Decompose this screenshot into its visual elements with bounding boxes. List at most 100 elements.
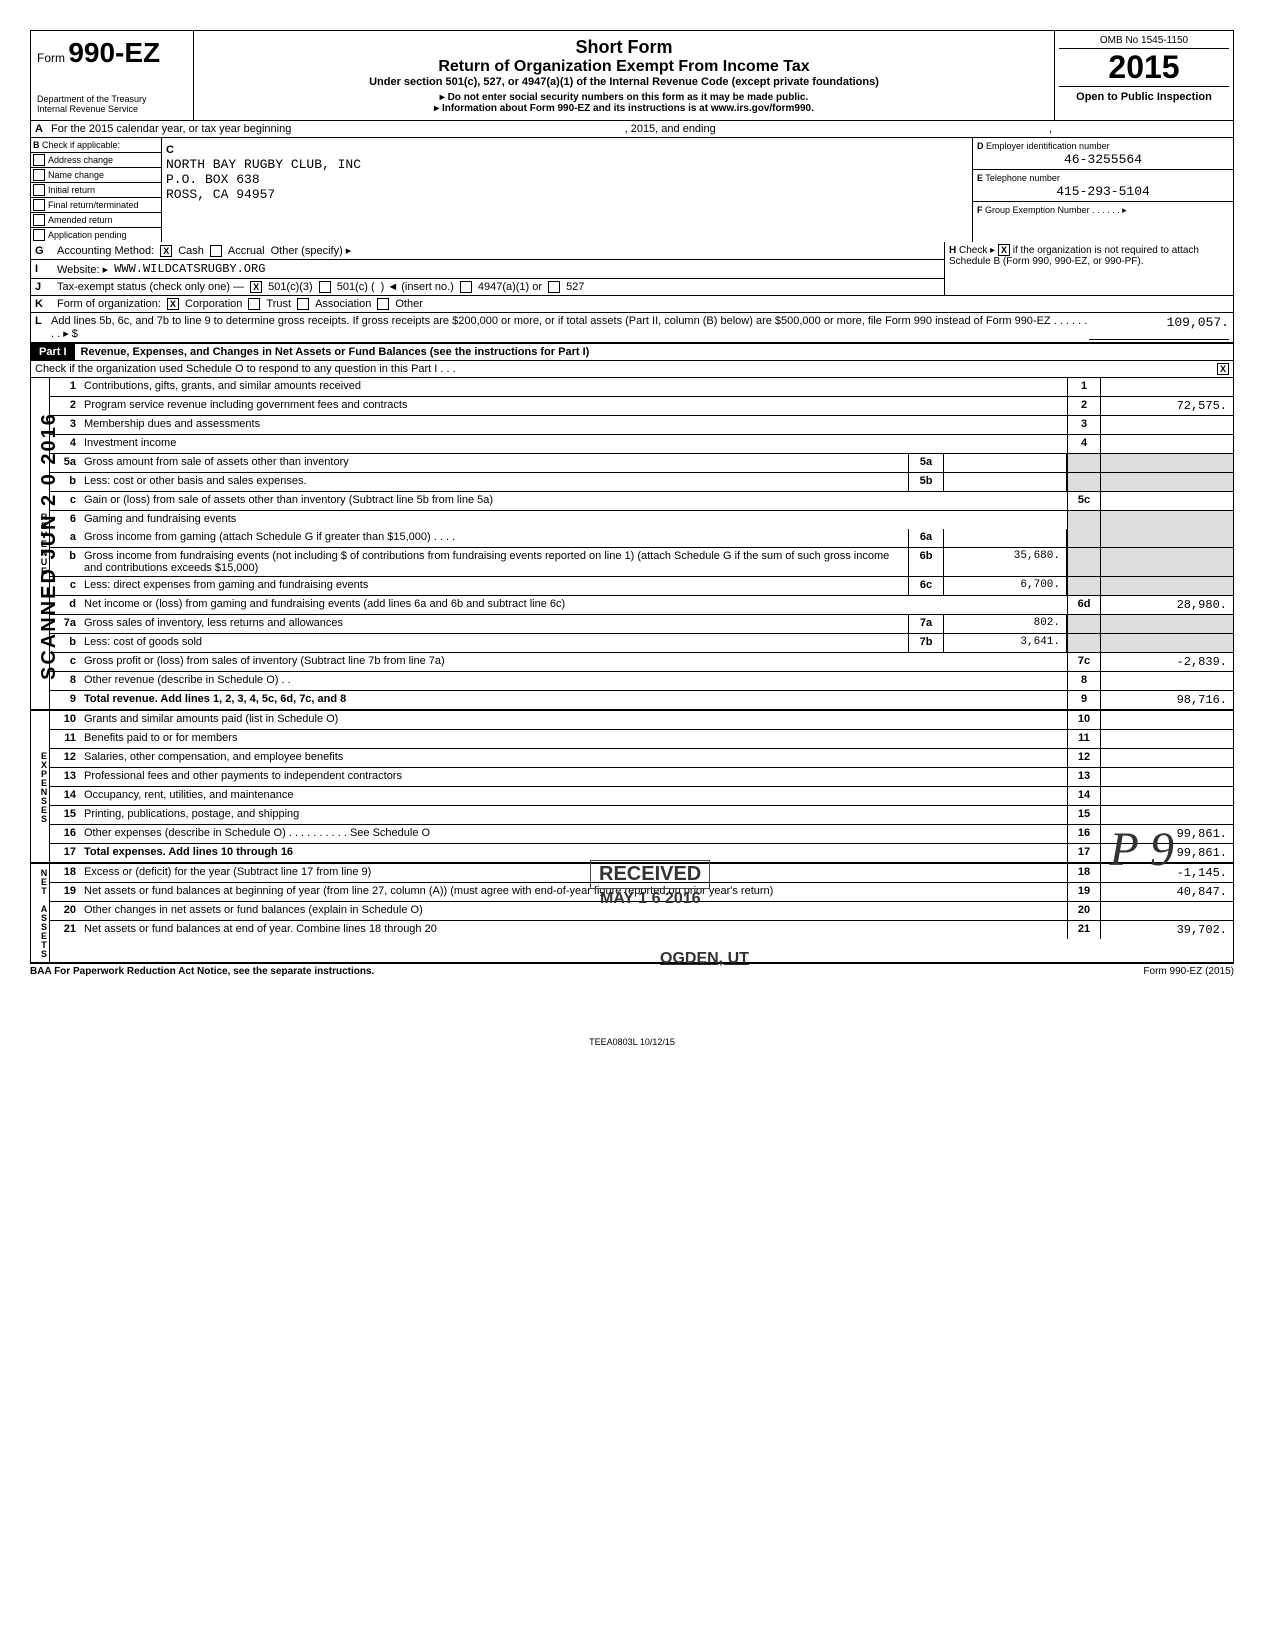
line-desc: Printing, publications, postage, and shi… bbox=[80, 806, 1067, 824]
netassets-side-label: NET ASSETS bbox=[31, 864, 50, 962]
signature: P 9 bbox=[1110, 822, 1174, 877]
end-num: 1 bbox=[1067, 378, 1100, 396]
end-num-shaded bbox=[1067, 577, 1100, 595]
checkbox-cash[interactable]: X bbox=[160, 245, 172, 257]
end-val-shaded bbox=[1100, 634, 1233, 652]
line-num: 10 bbox=[50, 711, 80, 729]
checkbox-icon bbox=[33, 184, 45, 196]
line-a-end: , bbox=[1049, 123, 1229, 135]
line-num: 15 bbox=[50, 806, 80, 824]
line-11: 11 Benefits paid to or for members 11 bbox=[50, 730, 1233, 749]
end-num: 10 bbox=[1067, 711, 1100, 729]
end-val-shaded bbox=[1100, 529, 1233, 547]
box-f-label: F bbox=[977, 205, 983, 215]
checkbox-trust[interactable] bbox=[248, 298, 260, 310]
opt-initial-return[interactable]: Initial return bbox=[31, 183, 161, 198]
end-val bbox=[1100, 730, 1233, 748]
line-desc: Gain or (loss) from sale of assets other… bbox=[80, 492, 1067, 510]
form-number-big: 990-EZ bbox=[68, 37, 160, 68]
end-val bbox=[1100, 672, 1233, 690]
line-6b: b Gross income from fundraising events (… bbox=[50, 548, 1233, 577]
opt-4947: 4947(a)(1) or bbox=[478, 281, 542, 293]
end-val bbox=[1100, 787, 1233, 805]
mid-val: 802. bbox=[944, 615, 1067, 633]
end-val: 98,716. bbox=[1100, 691, 1233, 709]
line-l-text: Add lines 5b, 6c, and 7b to line 9 to de… bbox=[51, 315, 1089, 340]
footer: BAA For Paperwork Reduction Act Notice, … bbox=[30, 963, 1234, 977]
line-desc: Investment income bbox=[80, 435, 1067, 453]
short-form-title: Short Form bbox=[200, 37, 1048, 58]
line-7b: b Less: cost of goods sold 7b 3,641. bbox=[50, 634, 1233, 653]
line-1: 1 Contributions, gifts, grants, and simi… bbox=[50, 378, 1233, 397]
line-j-label: J bbox=[35, 281, 51, 293]
line-4: 4 Investment income 4 bbox=[50, 435, 1233, 454]
checkbox-accrual[interactable] bbox=[210, 245, 222, 257]
end-num: 8 bbox=[1067, 672, 1100, 690]
end-num: 9 bbox=[1067, 691, 1100, 709]
line-desc: Gross sales of inventory, less returns a… bbox=[80, 615, 908, 633]
mid-val bbox=[944, 473, 1067, 491]
end-val: 72,575. bbox=[1100, 397, 1233, 415]
line-14: 14 Occupancy, rent, utilities, and maint… bbox=[50, 787, 1233, 806]
opt-final-return[interactable]: Final return/terminated bbox=[31, 198, 161, 213]
line-j-text: Tax-exempt status (check only one) — bbox=[57, 281, 244, 293]
opt-application-pending[interactable]: Application pending bbox=[31, 228, 161, 242]
phone-value: 415-293-5104 bbox=[977, 184, 1229, 199]
line-h-label: H bbox=[949, 245, 956, 256]
checkbox-assoc[interactable] bbox=[297, 298, 309, 310]
end-val: 28,980. bbox=[1100, 596, 1233, 614]
checkbox-4947[interactable] bbox=[460, 281, 472, 293]
line-desc: Excess or (deficit) for the year (Subtra… bbox=[80, 864, 1067, 882]
footer-left: BAA For Paperwork Reduction Act Notice, … bbox=[30, 966, 374, 977]
line-desc: Gross income from gaming (attach Schedul… bbox=[80, 529, 908, 547]
opt-address-change[interactable]: Address change bbox=[31, 153, 161, 168]
warning: ▸ Do not enter social security numbers o… bbox=[200, 92, 1048, 103]
box-f: F Group Exemption Number . . . . . . ▸ bbox=[973, 202, 1233, 218]
line-k-text: Form of organization: bbox=[57, 298, 161, 310]
line-desc: Net assets or fund balances at end of ye… bbox=[80, 921, 1067, 939]
checkbox-corp[interactable]: X bbox=[167, 298, 179, 310]
line-num: 13 bbox=[50, 768, 80, 786]
end-num-shaded bbox=[1067, 511, 1100, 529]
line-h: H Check ▸ X if the organization is not r… bbox=[945, 242, 1233, 295]
opt-amended[interactable]: Amended return bbox=[31, 213, 161, 228]
end-num-shaded bbox=[1067, 634, 1100, 652]
line-15: 15 Printing, publications, postage, and … bbox=[50, 806, 1233, 825]
opt-name-change[interactable]: Name change bbox=[31, 168, 161, 183]
checkbox-527[interactable] bbox=[548, 281, 560, 293]
line-num: 11 bbox=[50, 730, 80, 748]
line-desc: Net assets or fund balances at beginning… bbox=[80, 883, 1067, 901]
checkbox-501c3[interactable]: X bbox=[250, 281, 262, 293]
checkbox-icon bbox=[33, 154, 45, 166]
checkbox-h[interactable]: X bbox=[998, 244, 1010, 256]
mid-num: 6b bbox=[908, 548, 944, 576]
end-num: 6d bbox=[1067, 596, 1100, 614]
line-13: 13 Professional fees and other payments … bbox=[50, 768, 1233, 787]
mid-num: 5b bbox=[908, 473, 944, 491]
revenue-lines: 1 Contributions, gifts, grants, and simi… bbox=[50, 378, 1233, 709]
line-desc: Other expenses (describe in Schedule O) … bbox=[80, 825, 1067, 843]
scanned-stamp: SCANNED JUN 2 0 2016 bbox=[38, 412, 61, 680]
end-val bbox=[1100, 768, 1233, 786]
gh-left: G Accounting Method: X Cash Accrual Othe… bbox=[31, 242, 945, 295]
line-k-label: K bbox=[35, 298, 51, 310]
mid-num: 6c bbox=[908, 577, 944, 595]
box-e-label: E bbox=[977, 173, 983, 183]
checkbox-other[interactable] bbox=[377, 298, 389, 310]
line-num: 9 bbox=[50, 691, 80, 709]
box-e-text: Telephone number bbox=[985, 173, 1060, 183]
box-c-label: C bbox=[166, 144, 174, 156]
end-val bbox=[1100, 378, 1233, 396]
checkbox-part1[interactable]: X bbox=[1217, 363, 1229, 375]
line-desc: Contributions, gifts, grants, and simila… bbox=[80, 378, 1067, 396]
line-6a: a Gross income from gaming (attach Sched… bbox=[50, 529, 1233, 548]
line-h-text: Check ▸ bbox=[959, 245, 995, 256]
end-num: 20 bbox=[1067, 902, 1100, 920]
opt-label: Amended return bbox=[48, 215, 113, 225]
end-num-shaded bbox=[1067, 615, 1100, 633]
checkbox-501c[interactable] bbox=[319, 281, 331, 293]
end-num: 12 bbox=[1067, 749, 1100, 767]
assoc-label: Association bbox=[315, 298, 371, 310]
other-label: Other (specify) ▸ bbox=[271, 244, 352, 257]
line-num: 20 bbox=[50, 902, 80, 920]
